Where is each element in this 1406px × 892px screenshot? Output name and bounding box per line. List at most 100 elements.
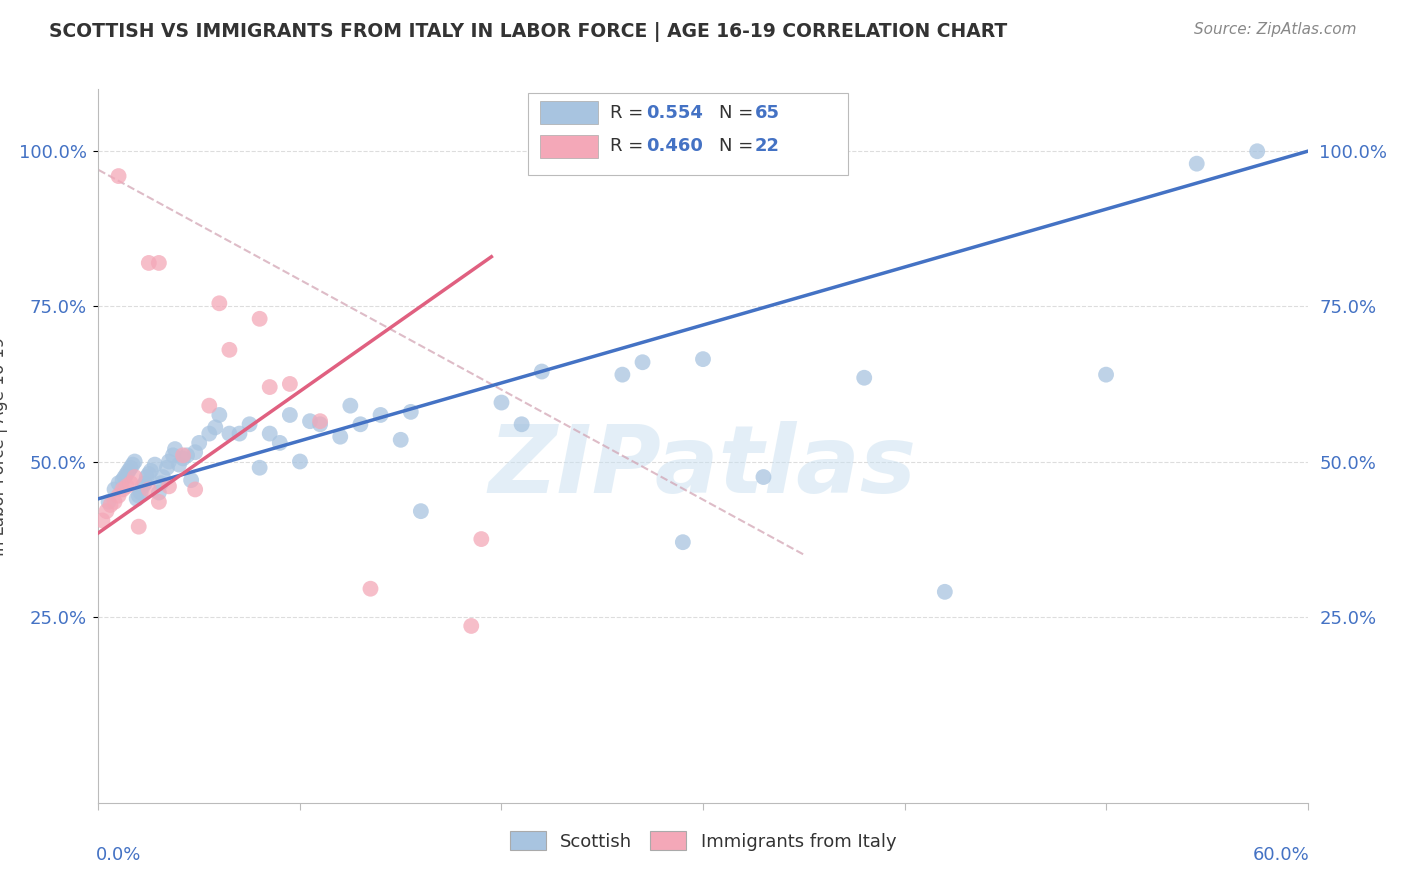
Point <box>269 436 291 450</box>
Point <box>97 495 120 509</box>
Point <box>204 420 226 434</box>
Point <box>143 458 166 472</box>
Point <box>134 476 156 491</box>
Point <box>218 426 240 441</box>
Point <box>510 417 533 432</box>
Point <box>115 467 138 481</box>
Point <box>399 405 422 419</box>
Point <box>132 479 155 493</box>
Point <box>138 467 160 481</box>
Point <box>208 408 231 422</box>
Point <box>111 483 134 497</box>
Text: 65: 65 <box>755 103 780 121</box>
Point <box>228 426 250 441</box>
Point <box>180 473 202 487</box>
Point <box>460 619 482 633</box>
Point <box>198 426 221 441</box>
Point <box>470 532 492 546</box>
Text: 22: 22 <box>755 137 780 155</box>
Point <box>107 169 129 183</box>
Text: Source: ZipAtlas.com: Source: ZipAtlas.com <box>1194 22 1357 37</box>
Point <box>139 464 162 478</box>
Point <box>111 473 134 487</box>
Point <box>148 485 170 500</box>
Point <box>184 483 207 497</box>
Text: N =: N = <box>718 137 759 155</box>
Point <box>103 483 125 497</box>
Point <box>107 476 129 491</box>
Point <box>115 479 138 493</box>
Legend: Scottish, Immigrants from Italy: Scottish, Immigrants from Italy <box>502 824 904 858</box>
Point <box>259 426 281 441</box>
Point <box>218 343 240 357</box>
Point <box>148 495 170 509</box>
Point <box>309 417 332 432</box>
Point <box>1185 156 1208 170</box>
Point <box>1095 368 1118 382</box>
Text: 0.460: 0.460 <box>647 137 703 155</box>
Point <box>249 311 271 326</box>
Point <box>198 399 221 413</box>
Point <box>309 414 332 428</box>
Point <box>672 535 695 549</box>
Point <box>156 460 179 475</box>
Point <box>752 470 775 484</box>
Point <box>149 476 172 491</box>
Point <box>118 464 141 478</box>
Point <box>389 433 412 447</box>
Point <box>249 460 271 475</box>
Point <box>107 489 129 503</box>
Point <box>631 355 654 369</box>
Text: N =: N = <box>718 103 759 121</box>
Text: ZIPatlas: ZIPatlas <box>489 421 917 514</box>
Point <box>360 582 382 596</box>
Y-axis label: In Labor Force | Age 16-19: In Labor Force | Age 16-19 <box>0 336 7 556</box>
Point <box>259 380 281 394</box>
FancyBboxPatch shape <box>527 93 848 175</box>
Point <box>409 504 432 518</box>
Point <box>934 584 956 599</box>
Point <box>135 470 157 484</box>
Text: 60.0%: 60.0% <box>1253 846 1310 863</box>
Point <box>1246 145 1268 159</box>
Point <box>138 256 160 270</box>
Text: R =: R = <box>610 103 650 121</box>
Point <box>129 485 152 500</box>
Point <box>184 445 207 459</box>
Point <box>176 448 198 462</box>
Point <box>208 296 231 310</box>
Point <box>329 430 352 444</box>
Point <box>124 454 146 468</box>
Point <box>612 368 634 382</box>
Point <box>339 399 361 413</box>
Point <box>124 470 146 484</box>
Point <box>288 454 311 468</box>
Point <box>188 436 211 450</box>
Point <box>120 460 142 475</box>
FancyBboxPatch shape <box>540 102 598 124</box>
Point <box>138 483 160 497</box>
Point <box>239 417 262 432</box>
Point <box>128 489 150 503</box>
Point <box>96 504 118 518</box>
Text: SCOTTISH VS IMMIGRANTS FROM ITALY IN LABOR FORCE | AGE 16-19 CORRELATION CHART: SCOTTISH VS IMMIGRANTS FROM ITALY IN LAB… <box>49 22 1008 42</box>
Point <box>491 395 513 409</box>
Point <box>148 256 170 270</box>
Point <box>120 476 142 491</box>
Point <box>349 417 371 432</box>
Point <box>163 442 186 456</box>
Point <box>128 519 150 533</box>
Point <box>278 376 301 391</box>
Point <box>121 458 143 472</box>
Point <box>167 458 190 472</box>
Point <box>100 498 122 512</box>
Point <box>152 470 174 484</box>
FancyBboxPatch shape <box>540 135 598 158</box>
Point <box>853 370 876 384</box>
Text: R =: R = <box>610 137 650 155</box>
Point <box>91 513 114 527</box>
Point <box>299 414 322 428</box>
Text: 0.0%: 0.0% <box>96 846 142 863</box>
Text: 0.554: 0.554 <box>647 103 703 121</box>
Point <box>278 408 301 422</box>
